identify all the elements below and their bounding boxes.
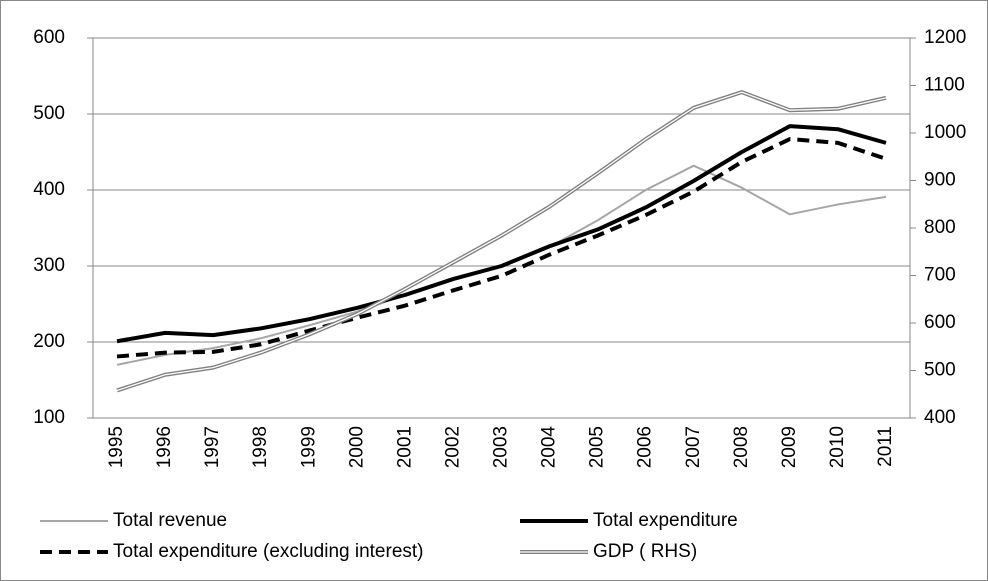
series-line — [116, 124, 887, 344]
x-tick-label: 2009 — [779, 426, 800, 468]
y2-tick-label: 600 — [924, 312, 956, 333]
legend-label: Total revenue — [113, 510, 227, 531]
y2-tick-label: 1000 — [924, 122, 966, 143]
y2-tick-label: 1100 — [924, 75, 965, 96]
y2-tick-label: 800 — [924, 217, 956, 238]
y2-tick-label: 400 — [924, 407, 956, 428]
x-tick-label: 1999 — [298, 426, 319, 468]
x-tick-label: 2011 — [875, 426, 896, 467]
x-tick-label: 2003 — [491, 426, 512, 468]
x-tick-label: 2008 — [731, 426, 752, 468]
x-tick-label: 1997 — [202, 426, 223, 468]
y-tick-label: 500 — [33, 103, 65, 124]
x-tick-label: 2001 — [394, 426, 415, 468]
series-line-inner — [116, 91, 887, 392]
y-tick-label: 200 — [33, 331, 65, 352]
x-tick-label: 1998 — [250, 426, 271, 468]
y-tick-label: 400 — [33, 179, 65, 200]
x-tick-label: 2005 — [587, 426, 608, 468]
x-tick-label: 1995 — [106, 426, 127, 468]
x-tick-label: 2007 — [683, 426, 704, 468]
x-tick-label: 2010 — [827, 426, 848, 468]
x-tick-label: 2000 — [346, 426, 367, 468]
x-tick-label: 2004 — [539, 426, 560, 469]
x-tick-label: 1996 — [154, 426, 175, 468]
y-tick-label: 100 — [33, 407, 65, 428]
legend-label: Total expenditure (excluding interest) — [113, 541, 424, 562]
y2-tick-label: 1200 — [924, 27, 966, 48]
x-tick-label: 2006 — [635, 426, 656, 468]
y2-tick-label: 500 — [924, 360, 956, 381]
y-tick-label: 600 — [33, 27, 65, 48]
y2-tick-label: 700 — [924, 265, 956, 286]
y-tick-label: 300 — [33, 255, 65, 276]
legend-label: GDP ( RHS) — [593, 541, 697, 562]
x-tick-label: 2002 — [442, 426, 463, 468]
legend-label: Total expenditure — [593, 510, 738, 531]
y2-tick-label: 900 — [924, 170, 956, 191]
